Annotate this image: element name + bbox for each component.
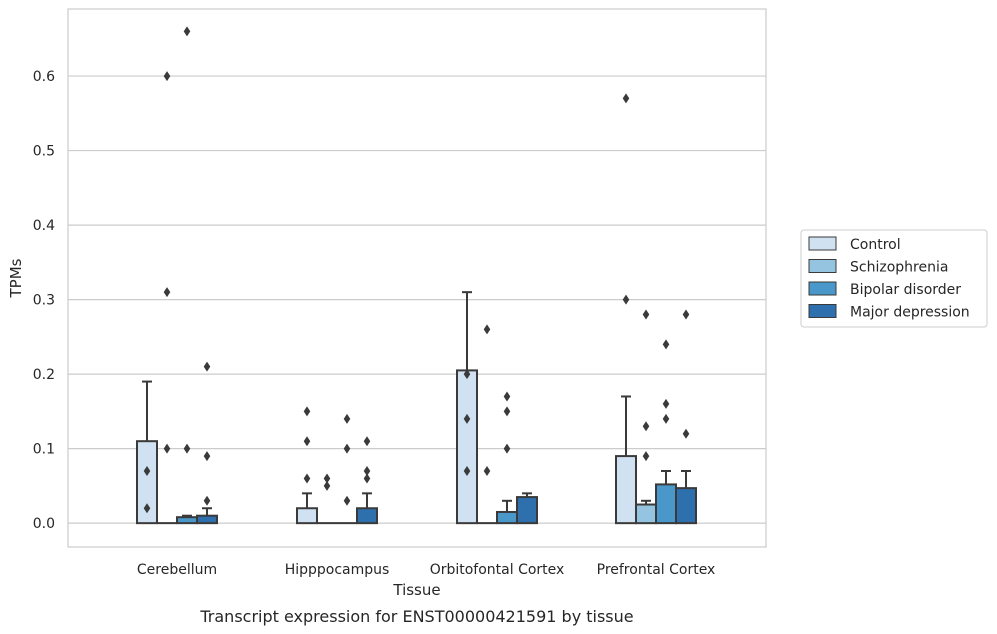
outlier-marker	[483, 465, 491, 476]
bar	[635, 503, 657, 525]
legend-label: Control	[850, 237, 901, 253]
x-tick-label: Orbitofontal Cortex	[430, 562, 565, 578]
bar	[655, 483, 677, 525]
outlier-marker	[622, 294, 630, 305]
outlier-marker	[642, 451, 650, 462]
outlier-marker	[163, 287, 171, 298]
outlier-marker	[622, 93, 630, 104]
outlier-marker	[662, 413, 670, 424]
outlier-marker	[323, 480, 331, 491]
y-axis-ticks: 0.0 0.1 0.2 0.3 0.4 0.5 0.6	[33, 69, 55, 532]
outlier-marker	[343, 443, 351, 454]
outlier-marker	[203, 495, 211, 506]
y-tick-label: 0.0	[33, 516, 55, 532]
bar	[176, 516, 198, 525]
x-axis-title: Tissue	[392, 581, 440, 599]
legend-swatch	[808, 259, 837, 273]
outlier-marker	[662, 339, 670, 350]
outlier-marker	[682, 309, 690, 320]
outlier-marker	[203, 451, 211, 462]
outlier-marker	[503, 391, 511, 402]
outlier-marker	[483, 324, 491, 335]
outlier-marker	[183, 443, 191, 454]
bar	[196, 514, 218, 525]
y-tick-label: 0.6	[33, 69, 55, 85]
outlier-marker	[303, 473, 311, 484]
outlier-marker	[463, 465, 471, 476]
outlier-marker	[463, 369, 471, 380]
bar	[615, 455, 637, 525]
bar	[296, 507, 318, 525]
y-tick-label: 0.5	[33, 144, 55, 160]
legend: Control Schizophrenia Bipolar disorder Majo…	[800, 229, 988, 328]
outlier-marker	[303, 406, 311, 417]
outlier-marker	[143, 503, 151, 514]
y-tick-label: 0.3	[33, 293, 55, 309]
chart-caption: Transcript expression for ENST0000042159…	[199, 607, 633, 626]
outlier-marker	[343, 495, 351, 506]
outlier-marker	[323, 473, 331, 484]
y-tick-label: 0.1	[33, 442, 55, 458]
y-tick-label: 0.2	[33, 367, 55, 383]
outlier-marker	[662, 398, 670, 409]
bar	[496, 510, 518, 525]
grid-lines	[68, 75, 766, 524]
legend-swatch	[808, 236, 837, 251]
outlier-marker	[363, 473, 371, 484]
outlier-marker	[642, 309, 650, 320]
outlier-marker	[203, 361, 211, 372]
y-axis-title: TPMs	[7, 258, 25, 298]
outlier-marker	[503, 443, 511, 454]
legend-frame	[800, 229, 988, 328]
outlier-marker	[143, 465, 151, 476]
outlier-marker	[363, 465, 371, 476]
x-axis-ticks: Cerebellum Hipppocampus Orbitofontal Corte…	[137, 562, 715, 578]
outlier-marker	[503, 406, 511, 417]
legend-swatch	[808, 281, 837, 296]
legend-label: Schizophrenia	[850, 260, 948, 276]
bar	[456, 369, 478, 525]
outlier-marker	[463, 413, 471, 424]
outlier-marker	[363, 436, 371, 447]
outlier-marker	[163, 71, 171, 82]
plot-frame	[67, 8, 767, 548]
error-bars	[142, 291, 691, 518]
x-tick-label: Hipppocampus	[285, 562, 390, 578]
bar	[516, 496, 538, 525]
bar	[675, 487, 697, 525]
outlier-marker	[163, 443, 171, 454]
outlier-marker	[303, 436, 311, 447]
x-tick-label: Cerebellum	[137, 562, 217, 578]
legend-label: Major depression	[850, 305, 970, 321]
legend-swatch	[808, 304, 837, 318]
bar	[356, 507, 378, 525]
outlier-marker	[183, 26, 191, 37]
legend-label: Bipolar disorder	[850, 282, 961, 298]
y-tick-label: 0.4	[33, 218, 55, 234]
bars	[136, 369, 697, 525]
outlier-marker	[343, 413, 351, 424]
x-tick-label: Prefrontal Cortex	[597, 562, 716, 578]
outlier-points	[143, 26, 690, 514]
outlier-marker	[682, 428, 690, 439]
outlier-marker	[642, 421, 650, 432]
